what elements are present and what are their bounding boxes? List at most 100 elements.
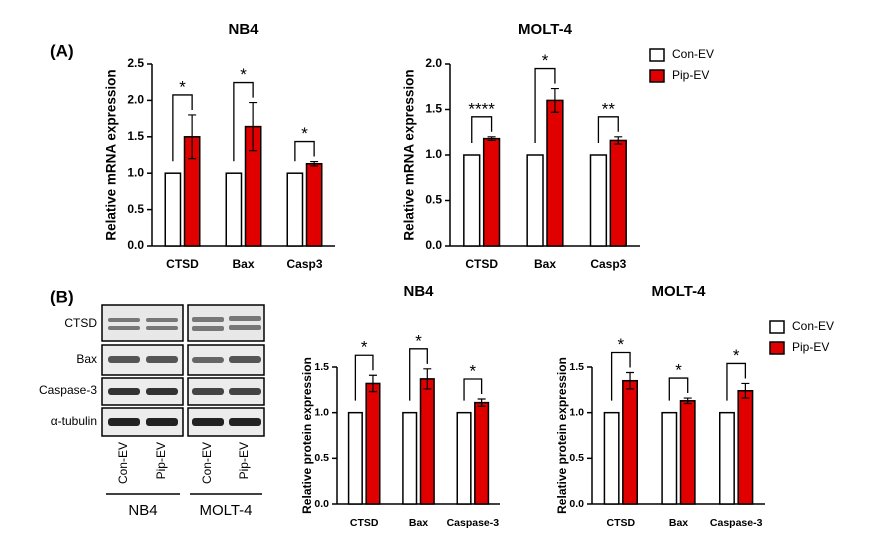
significance-label: *: [240, 65, 247, 84]
error-bar: [741, 382, 750, 399]
legend-label: Pip-EV: [792, 340, 829, 354]
legend-label: Pip-EV: [672, 68, 709, 82]
significance-bracket: [610, 351, 631, 401]
x-tick-label: Bax: [409, 517, 428, 529]
x-tick-label: Bax: [534, 257, 556, 271]
chart-title: MOLT-4: [518, 21, 573, 38]
significance-label: *: [179, 77, 186, 96]
y-tick-label: 0.5: [569, 452, 584, 464]
x-tick-label: Caspase-3: [447, 517, 500, 529]
y-tick-label: 0.0: [425, 238, 442, 252]
significance-bracket: [409, 348, 428, 401]
blot-row-label: α-tubulin: [51, 414, 97, 428]
bar: [609, 139, 627, 247]
legend-swatch: [649, 69, 665, 83]
significance-bracket: [172, 94, 193, 162]
x-tick-label: Casp3: [286, 257, 322, 271]
error-bar: [683, 397, 692, 405]
y-axis-label: Relative mRNA expression: [104, 69, 119, 240]
bar: [546, 99, 564, 247]
bar: [474, 401, 490, 505]
significance-bracket: [471, 116, 493, 143]
y-tick-label: 1.5: [569, 361, 584, 373]
bar: [402, 411, 418, 505]
significance-label: *: [733, 346, 740, 365]
y-tick-label: 2.5: [127, 56, 144, 70]
x-tick-label: CTSD: [166, 257, 199, 271]
significance-bracket: [726, 362, 747, 401]
blot-row-label: CTSD: [64, 316, 97, 330]
y-tick-label: 0.0: [127, 238, 144, 252]
bar: [679, 400, 696, 505]
significance-bracket: [534, 67, 556, 143]
x-tick-label: CTSD: [465, 257, 498, 271]
bar: [482, 137, 501, 247]
y-tick-label: 1.0: [127, 165, 144, 179]
y-tick-label: 1.5: [127, 129, 144, 143]
significance-label: ****: [468, 99, 495, 118]
bar: [719, 411, 735, 505]
x-tick-label: CTSD: [607, 517, 636, 529]
significance-label: *: [675, 361, 682, 380]
legend-label: Con-EV: [792, 319, 834, 333]
significance-label: *: [415, 331, 422, 350]
lane-label: Con-EV: [200, 442, 214, 484]
legend-label: Con-EV: [672, 47, 714, 61]
chart-title: NB4: [403, 283, 434, 300]
chart-title: NB4: [228, 21, 259, 38]
bar: [347, 411, 363, 505]
significance-bracket: [463, 378, 483, 401]
lane-label: Pip-EV: [154, 442, 168, 479]
x-tick-label: Caspase-3: [710, 517, 763, 529]
error-bar: [487, 136, 496, 142]
error-bar: [614, 136, 623, 145]
error-bar: [477, 398, 486, 407]
significance-label: *: [542, 51, 549, 70]
blot-row-label: Bax: [76, 352, 97, 366]
legend-swatch: [769, 341, 785, 355]
blot-row-label: Caspase-3: [39, 383, 97, 397]
y-tick-label: 1.0: [314, 406, 329, 418]
error-bar: [310, 160, 319, 167]
significance-label: *: [301, 124, 308, 143]
y-tick-label: 0.5: [127, 202, 144, 216]
error-bar: [249, 101, 258, 152]
blot-box: [101, 304, 184, 342]
significance-bracket: [668, 377, 689, 401]
blot-box: [187, 304, 265, 342]
bar: [225, 172, 243, 247]
bar: [589, 154, 608, 247]
y-tick-label: 2.0: [127, 93, 144, 107]
significance-label: *: [470, 361, 477, 380]
error-bar: [626, 371, 635, 390]
significance-bracket: [597, 116, 619, 143]
group-label: MOLT-4: [199, 502, 252, 519]
significance-bracket: [354, 354, 374, 401]
y-tick-label: 0.5: [314, 452, 329, 464]
bar: [286, 172, 304, 247]
bar: [622, 379, 638, 505]
error-bar: [550, 87, 559, 113]
x-tick-label: CTSD: [350, 517, 379, 529]
x-tick-label: Bax: [232, 257, 254, 271]
bar: [419, 378, 435, 505]
bar: [164, 172, 182, 247]
y-tick-label: 0.5: [425, 193, 442, 207]
panel-label: (A): [50, 41, 74, 60]
y-tick-label: 0.0: [314, 498, 329, 510]
western-blot: CTSD Bax Caspase-3 α-tubulin Con-EV Pip-…: [39, 304, 265, 519]
bar: [526, 154, 544, 247]
group-label: NB4: [128, 502, 157, 519]
y-tick-label: 0.0: [569, 498, 584, 510]
error-bar: [368, 374, 377, 393]
bar: [456, 411, 472, 505]
y-tick-label: 1.0: [569, 406, 584, 418]
significance-label: *: [361, 338, 368, 357]
lane-label: Con-EV: [116, 442, 130, 484]
bar: [463, 154, 481, 247]
panel-label: (B): [50, 287, 74, 306]
x-tick-label: Bax: [669, 517, 688, 529]
bar: [737, 389, 754, 505]
chart-title: MOLT-4: [652, 283, 707, 300]
